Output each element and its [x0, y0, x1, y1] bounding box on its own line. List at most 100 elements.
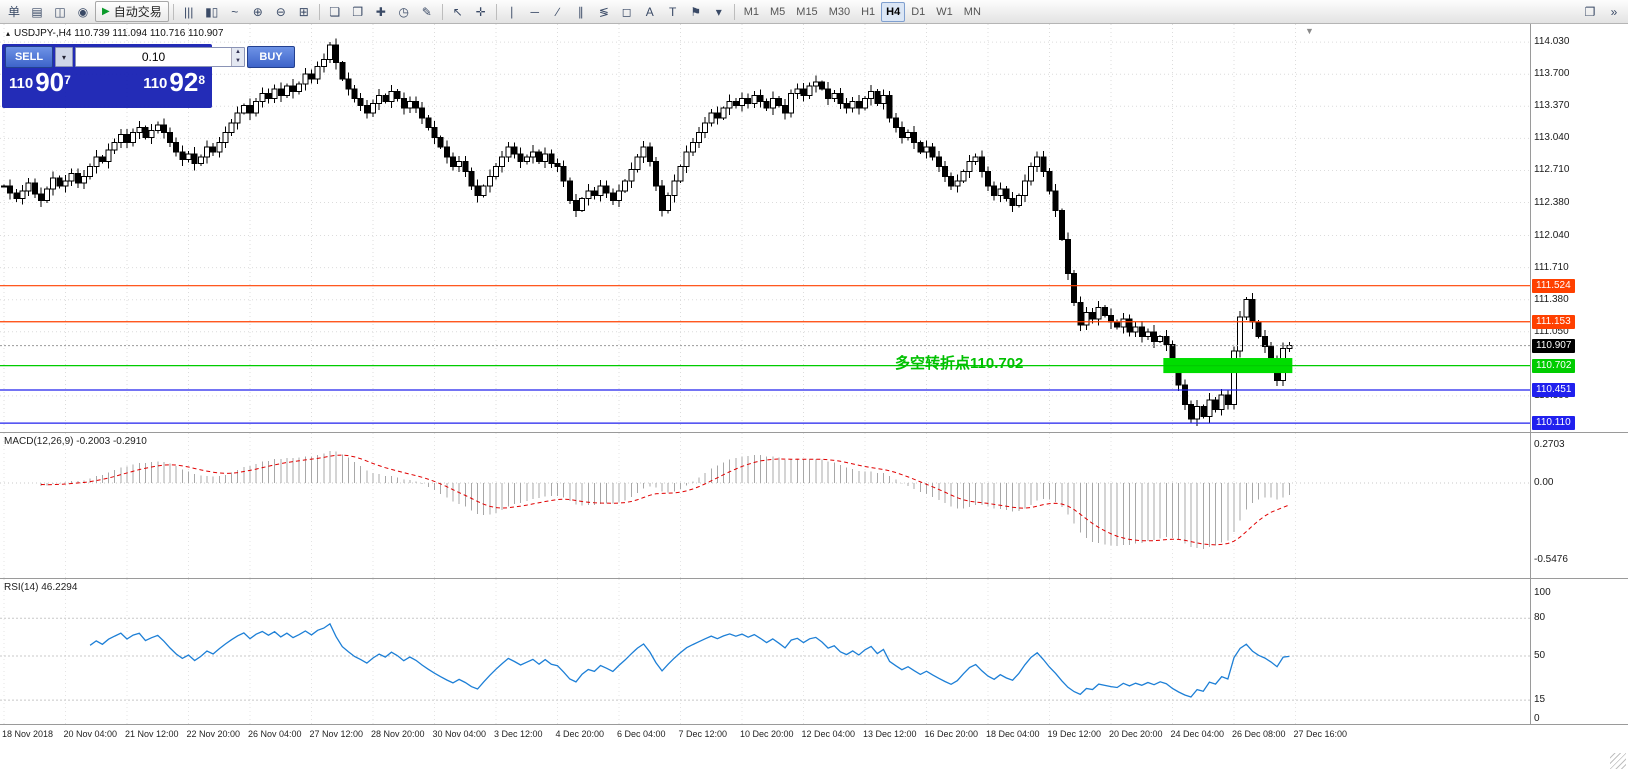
lot-decrease-button[interactable]: ▼: [232, 57, 244, 66]
rsi-pane[interactable]: 100 80 50 15 0 RSI(14) 46.2294: [0, 578, 1628, 725]
timeframe-button-h4[interactable]: H4: [881, 1, 906, 22]
arrows-icon[interactable]: ⚑: [690, 4, 702, 19]
auto-trading-button[interactable]: ▶ 自动交易: [95, 1, 169, 22]
equidistant-channel-icon[interactable]: ∥: [577, 4, 584, 19]
tile-windows-icon[interactable]: ❏: [329, 4, 341, 19]
price-axis-value: 113.370: [1534, 100, 1570, 112]
macd-pane[interactable]: 0.2703 0.00 -0.5476 MACD(12,26,9) -0.2003 …: [0, 432, 1628, 579]
timeframe-button-m30[interactable]: M30: [828, 5, 851, 18]
market-watch-icon[interactable]: ◫: [54, 4, 66, 19]
chart-window-icon[interactable]: ▤: [31, 4, 43, 19]
macd-chart[interactable]: [0, 433, 1530, 578]
time-axis-label: 26 Dec 08:00: [1232, 729, 1286, 739]
macd-label: MACD(12,26,9) -0.2003 -0.2910: [4, 436, 147, 447]
toolbar-separator: [495, 3, 497, 20]
time-axis-label: 24 Dec 04:00: [1170, 729, 1225, 739]
turning-point-annotation: 多空转折点110.702: [895, 355, 1024, 372]
time-axis-label: 26 Nov 04:00: [248, 729, 302, 739]
toolbar-separator: [172, 3, 174, 20]
crosshair-icon[interactable]: ✛: [475, 4, 486, 19]
one-click-trade-panel: SELL ▾ ▲ ▼ BUY 110 90 7 110: [2, 44, 295, 108]
macd-axis-value: 0.00: [1534, 477, 1554, 488]
arrows-dropdown-icon[interactable]: ▾: [715, 4, 722, 19]
time-axis-label: 18 Dec 04:00: [986, 729, 1040, 739]
bar-chart-icon[interactable]: |||: [184, 4, 194, 19]
sell-price[interactable]: 110 90 7: [9, 69, 71, 95]
time-axis-label: 30 Nov 04:00: [432, 729, 487, 739]
resize-grip-icon[interactable]: [1610, 753, 1626, 769]
buy-price[interactable]: 110 92 8: [143, 69, 205, 95]
time-axis-label: 19 Dec 12:00: [1047, 729, 1102, 739]
horizontal-line-icon[interactable]: ─: [530, 4, 539, 19]
time-axis-label: 18 Nov 2018: [2, 729, 54, 739]
templates-icon[interactable]: ✎: [421, 4, 432, 19]
timeframe-button-mn[interactable]: MN: [963, 5, 981, 18]
cascade-windows-icon[interactable]: ❐: [352, 4, 364, 19]
indicators-icon[interactable]: ✚: [375, 4, 386, 19]
symbol-ohlc-text: USDJPY-,H4 110.739 111.094 110.716 110.9…: [14, 28, 224, 39]
periods-icon[interactable]: ◷: [398, 4, 409, 19]
sell-price-main: 90: [35, 67, 65, 97]
label-icon[interactable]: T: [669, 4, 677, 19]
time-axis-label: 13 Dec 12:00: [863, 729, 917, 739]
time-axis-label: 12 Dec 04:00: [801, 729, 856, 739]
time-axis-label: 3 Dec 12:00: [494, 729, 543, 739]
more-tools-icon[interactable]: »: [1610, 4, 1618, 19]
timeframe-button-w1[interactable]: W1: [936, 5, 953, 18]
navigator-icon[interactable]: ◉: [77, 4, 89, 19]
zoom-in-icon[interactable]: ⊕: [252, 4, 263, 19]
toolbar-separator: [733, 3, 735, 20]
rsi-axis-value: 80: [1534, 612, 1546, 624]
level-price-label: 111.153: [1532, 314, 1575, 329]
macd-axis-value: 0.2703: [1534, 439, 1565, 451]
play-icon: ▶: [102, 6, 110, 17]
price-chart[interactable]: [0, 24, 1530, 432]
text-icon[interactable]: A: [645, 4, 654, 19]
timeframe-button-d1[interactable]: D1: [911, 5, 926, 18]
trendline-icon[interactable]: ∕: [556, 4, 559, 19]
price-axis-value: 111.710: [1534, 261, 1569, 273]
rsi-chart[interactable]: [0, 579, 1530, 724]
time-axis[interactable]: 18 Nov 2018 20 Nov 04:00 21 Nov 12:00 22 No…: [0, 724, 1628, 745]
vertical-line-icon[interactable]: ∣: [508, 4, 515, 19]
rsi-axis-value: 15: [1534, 694, 1546, 706]
level-price-label: 110.451: [1532, 382, 1576, 397]
level-price-label: 110.110: [1532, 416, 1575, 431]
symbol-ohlc-line: ▴ USDJPY-,H4 110.739 111.094 110.716 110…: [6, 28, 223, 39]
lot-dropdown-button[interactable]: ▾: [55, 47, 73, 67]
lot-size-input[interactable]: [76, 48, 231, 66]
time-axis-label: 10 Dec 20:00: [740, 729, 794, 739]
rsi-axis-value: 50: [1534, 650, 1546, 661]
time-axis-label: 7 Dec 12:00: [678, 729, 728, 739]
toolbar-separator: [318, 3, 320, 20]
cursor-icon[interactable]: ↖: [452, 4, 463, 19]
timeframe-button-m5[interactable]: M5: [770, 5, 786, 18]
shapes-icon[interactable]: ◻: [621, 4, 632, 19]
line-chart-icon[interactable]: ~: [231, 4, 239, 19]
price-axis-value: 112.380: [1534, 196, 1570, 208]
rsi-axis-value: 0: [1534, 713, 1540, 724]
rsi-label: RSI(14) 46.2294: [4, 582, 78, 593]
buy-button[interactable]: BUY: [247, 46, 295, 68]
fibonacci-icon[interactable]: ≶: [598, 4, 609, 19]
zoom-out-icon[interactable]: ⊖: [275, 4, 286, 19]
price-chart-pane[interactable]: 114.030 113.700 113.370 113.040 112.710 112.3…: [0, 24, 1628, 432]
lot-increase-button[interactable]: ▲: [232, 48, 244, 57]
timeframe-button-h1[interactable]: H1: [861, 5, 876, 18]
sell-price-pip: 7: [64, 73, 71, 87]
time-axis-label: 27 Dec 16:00: [1293, 729, 1348, 739]
new-chart-icon[interactable]: ⊞: [298, 4, 309, 19]
buy-price-pip: 8: [198, 73, 205, 87]
sell-button[interactable]: SELL: [5, 46, 53, 68]
candlestick-chart-icon[interactable]: ▮▯: [205, 4, 219, 19]
restore-window-icon[interactable]: ❐: [1584, 4, 1596, 19]
new-order-icon[interactable]: 单: [7, 5, 20, 19]
timeframe-button-m15[interactable]: M15: [796, 5, 818, 18]
level-price-label: 110.702: [1532, 358, 1576, 373]
time-axis-label: 16 Dec 20:00: [924, 729, 979, 739]
timeframe-button-m1[interactable]: M1: [743, 5, 759, 18]
price-axis[interactable]: 114.030 113.700 113.370 113.040 112.710 112.3…: [1530, 24, 1628, 432]
chart-shift-icon[interactable]: ▼: [1305, 26, 1314, 36]
buy-price-prefix: 110: [143, 75, 168, 92]
